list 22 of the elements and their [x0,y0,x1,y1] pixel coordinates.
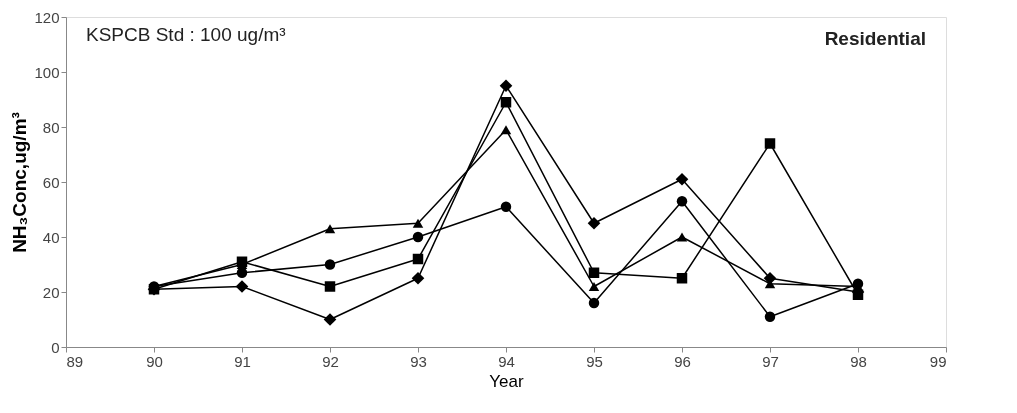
annotation: Residential [824,28,926,49]
x-tick-label: 95 [586,352,603,370]
x-tick-label: 92 [322,352,339,370]
x-tick-label: 91 [234,352,251,370]
x-tick-label: 99 [929,352,947,370]
annotation: KSPCB Std : 100 ug/m³ [86,24,286,45]
y-tick-label: 20 [42,283,60,301]
x-tick-label: 90 [146,352,163,370]
x-tick-label: 96 [674,352,691,370]
y-tick-label: 120 [34,8,60,26]
y-tick-label: 80 [42,118,60,136]
x-tick-label: 89 [66,352,84,370]
y-tick-label: 60 [42,173,60,191]
x-axis-title: Year [489,371,525,391]
y-tick-label: 100 [34,63,60,81]
x-tick-label: 98 [850,352,867,370]
y-tick-label: 0 [51,338,60,356]
y-tick-label: 40 [42,228,60,246]
y-axis-title: NH₃Conc,ug/m³ [9,112,31,253]
x-tick-label: 97 [762,352,779,370]
x-tick-label: 93 [410,352,427,370]
x-tick-label: 94 [498,352,515,370]
